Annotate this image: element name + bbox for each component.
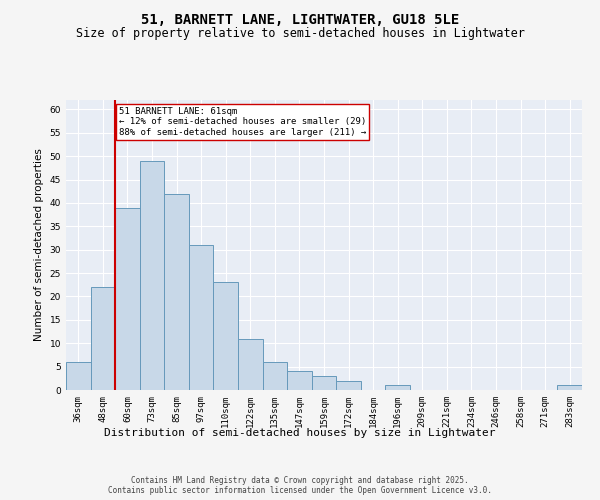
- Bar: [91, 287, 115, 390]
- Bar: [164, 194, 189, 390]
- Bar: [115, 208, 140, 390]
- Bar: [140, 161, 164, 390]
- Text: 51 BARNETT LANE: 61sqm
← 12% of semi-detached houses are smaller (29)
88% of sem: 51 BARNETT LANE: 61sqm ← 12% of semi-det…: [119, 107, 366, 137]
- Text: Distribution of semi-detached houses by size in Lightwater: Distribution of semi-detached houses by …: [104, 428, 496, 438]
- Text: 51, BARNETT LANE, LIGHTWATER, GU18 5LE: 51, BARNETT LANE, LIGHTWATER, GU18 5LE: [141, 12, 459, 26]
- Bar: [214, 282, 238, 390]
- Bar: [312, 376, 336, 390]
- Bar: [336, 380, 361, 390]
- Bar: [189, 245, 214, 390]
- Text: Size of property relative to semi-detached houses in Lightwater: Size of property relative to semi-detach…: [76, 28, 524, 40]
- Bar: [385, 386, 410, 390]
- Bar: [238, 338, 263, 390]
- Bar: [557, 386, 582, 390]
- Y-axis label: Number of semi-detached properties: Number of semi-detached properties: [34, 148, 44, 342]
- Bar: [287, 372, 312, 390]
- Bar: [66, 362, 91, 390]
- Bar: [263, 362, 287, 390]
- Text: Contains HM Land Registry data © Crown copyright and database right 2025.
Contai: Contains HM Land Registry data © Crown c…: [108, 476, 492, 495]
